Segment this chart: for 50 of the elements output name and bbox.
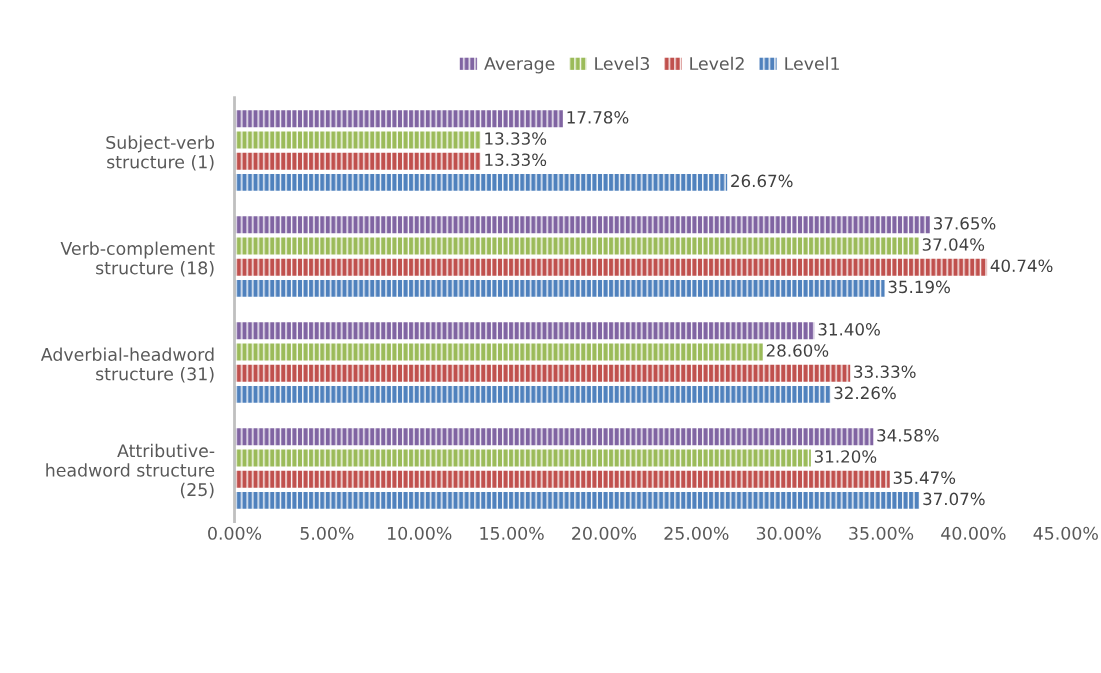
- x-tick-label: 5.00%: [300, 526, 354, 540]
- legend-label: Level3: [595, 56, 650, 71]
- data-label: 37.07%: [923, 492, 985, 506]
- bar: [234, 110, 563, 128]
- data-label: 26.67%: [731, 174, 793, 188]
- bar: [234, 216, 930, 234]
- bar: [234, 152, 481, 170]
- legend-label: Level2: [690, 56, 744, 71]
- data-label: 33.33%: [854, 365, 916, 379]
- x-tick-label: 45.00%: [1033, 526, 1098, 540]
- data-label: 37.65%: [934, 217, 996, 230]
- data-label: 13.33%: [485, 132, 547, 145]
- x-tick-label: 40.00%: [941, 526, 1006, 540]
- bar: [234, 279, 885, 297]
- x-tick-label: 35.00%: [849, 526, 914, 540]
- data-label: 32.26%: [834, 386, 896, 400]
- bar: [234, 343, 763, 361]
- legend-label: Average: [484, 57, 555, 74]
- data-label: 31.40%: [818, 323, 880, 336]
- data-label: 37.04%: [922, 238, 985, 251]
- data-label: 13.33%: [485, 153, 547, 167]
- data-label: 35.47%: [893, 471, 956, 485]
- bar: [234, 449, 811, 467]
- data-label: 28.60%: [766, 344, 829, 357]
- x-tick-label: 25.00%: [664, 526, 729, 540]
- bar: [234, 322, 815, 340]
- x-tick-label: 30.00%: [756, 526, 821, 540]
- y-tick-label: Adverbial-headword structure (31): [40, 347, 214, 383]
- bar: [234, 470, 890, 488]
- bar: [234, 258, 988, 276]
- data-label: 31.20%: [814, 450, 877, 463]
- y-tick-label: Verb-complement structure (18): [60, 241, 215, 277]
- x-tick-label: 20.00%: [572, 526, 637, 540]
- x-tick-label: 15.00%: [480, 526, 544, 540]
- bar: [234, 173, 728, 191]
- y-tick-label: Subject-verb structure (1): [106, 135, 215, 171]
- data-label: 34.58%: [877, 429, 939, 442]
- data-label: 40.74%: [990, 259, 1053, 273]
- bar: [234, 131, 481, 149]
- y-tick-label: Attributive- headword structure (25): [46, 443, 215, 499]
- legend-label: Level1: [785, 56, 839, 71]
- data-label: 17.78%: [567, 111, 629, 124]
- bar: [234, 385, 831, 403]
- bar: [234, 237, 919, 255]
- x-tick-label: 10.00%: [388, 526, 452, 540]
- bar: [234, 364, 851, 382]
- data-label: 35.19%: [888, 280, 950, 294]
- x-tick-label: 0.00%: [208, 526, 262, 540]
- bar: [234, 491, 920, 509]
- bar: [234, 428, 874, 446]
